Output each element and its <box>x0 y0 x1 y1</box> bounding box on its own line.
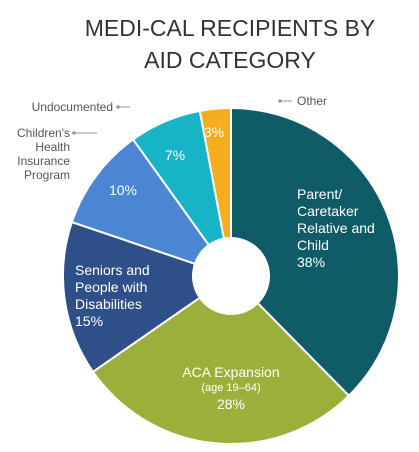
value-label: 10% <box>108 182 138 198</box>
slice-label: 7% <box>160 147 190 164</box>
category-label: Seniors and People with Disabilities <box>75 262 150 312</box>
slice-label: 10% <box>100 182 146 199</box>
category-label: Other <box>297 94 328 108</box>
wedge <box>91 296 351 445</box>
value-label: 38% <box>297 254 326 270</box>
leader-dot <box>116 105 120 109</box>
leader-dot <box>72 131 76 135</box>
category-label: Children's Health Insurance Program <box>17 126 70 182</box>
wedge <box>70 138 211 266</box>
slice-label: ACA Expansion (age 19–64) 28% <box>151 364 311 413</box>
leader-dot <box>278 99 282 103</box>
slice-label: 3% <box>200 124 228 141</box>
wedge <box>198 106 232 240</box>
value-label: 15% <box>75 313 104 329</box>
chart-title: MEDI-CAL RECIPIENTS BY AID CATEGORY <box>84 15 376 73</box>
value-label: 3% <box>203 124 225 140</box>
category-label: Undocumented <box>31 100 113 114</box>
annotation: (age 19–64) <box>201 382 261 394</box>
slice-label: Seniors and People with Disabilities 15% <box>75 262 185 330</box>
slice-label: Parent/ Caretaker Relative and Child 38% <box>297 186 387 271</box>
value-label: 7% <box>164 147 186 163</box>
wedge <box>230 106 400 398</box>
value-label: 28% <box>216 396 246 412</box>
wedge <box>62 220 202 374</box>
category-label: ACA Expansion <box>182 364 280 380</box>
category-label: Parent/ Caretaker Relative and Child <box>297 186 375 253</box>
